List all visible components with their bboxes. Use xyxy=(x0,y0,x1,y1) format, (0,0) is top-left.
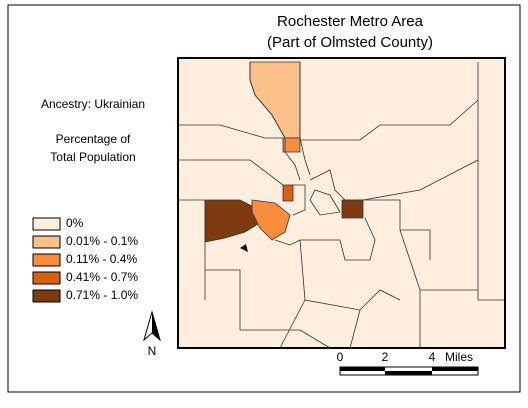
legend-label: 0.01% - 0.1% xyxy=(66,234,138,248)
legend-label: 0.11% - 0.4% xyxy=(66,252,137,266)
scale-bar: 0 2 4 Miles xyxy=(337,350,479,376)
legend-label: 0.71% - 1.0% xyxy=(66,288,138,302)
lake xyxy=(240,244,248,252)
measure-line-2: Total Population xyxy=(50,150,135,164)
scale-label: 0 xyxy=(337,350,344,364)
tract xyxy=(282,137,301,153)
legend-swatch xyxy=(32,289,61,303)
map xyxy=(177,57,506,349)
tract-boundaries xyxy=(178,62,505,349)
legend-swatch xyxy=(32,217,61,231)
legend-swatch xyxy=(32,271,61,285)
tract xyxy=(341,199,364,219)
north-label: N xyxy=(148,344,157,358)
scale-label: 4 xyxy=(429,350,436,364)
tract xyxy=(282,184,294,202)
legend-swatch xyxy=(32,253,61,267)
tract xyxy=(204,199,259,243)
tract xyxy=(251,199,291,241)
north-arrow xyxy=(143,310,161,342)
legend-label: 0% xyxy=(66,216,84,230)
scale-unit: Miles xyxy=(445,350,473,364)
legend: 0% 0.01% - 0.1% 0.11% - 0.4% 0.41% - 0.7% 0.… xyxy=(32,216,138,303)
title-line-2: (Part of Olmsted County) xyxy=(267,34,433,51)
measure-line-1: Percentage of xyxy=(56,132,131,146)
title-line-1: Rochester Metro Area xyxy=(277,13,424,30)
scale-label: 2 xyxy=(382,350,389,364)
ancestry-label: Ancestry: Ukrainian xyxy=(41,97,145,111)
legend-swatch xyxy=(32,235,61,249)
legend-label: 0.41% - 0.7% xyxy=(66,270,138,284)
